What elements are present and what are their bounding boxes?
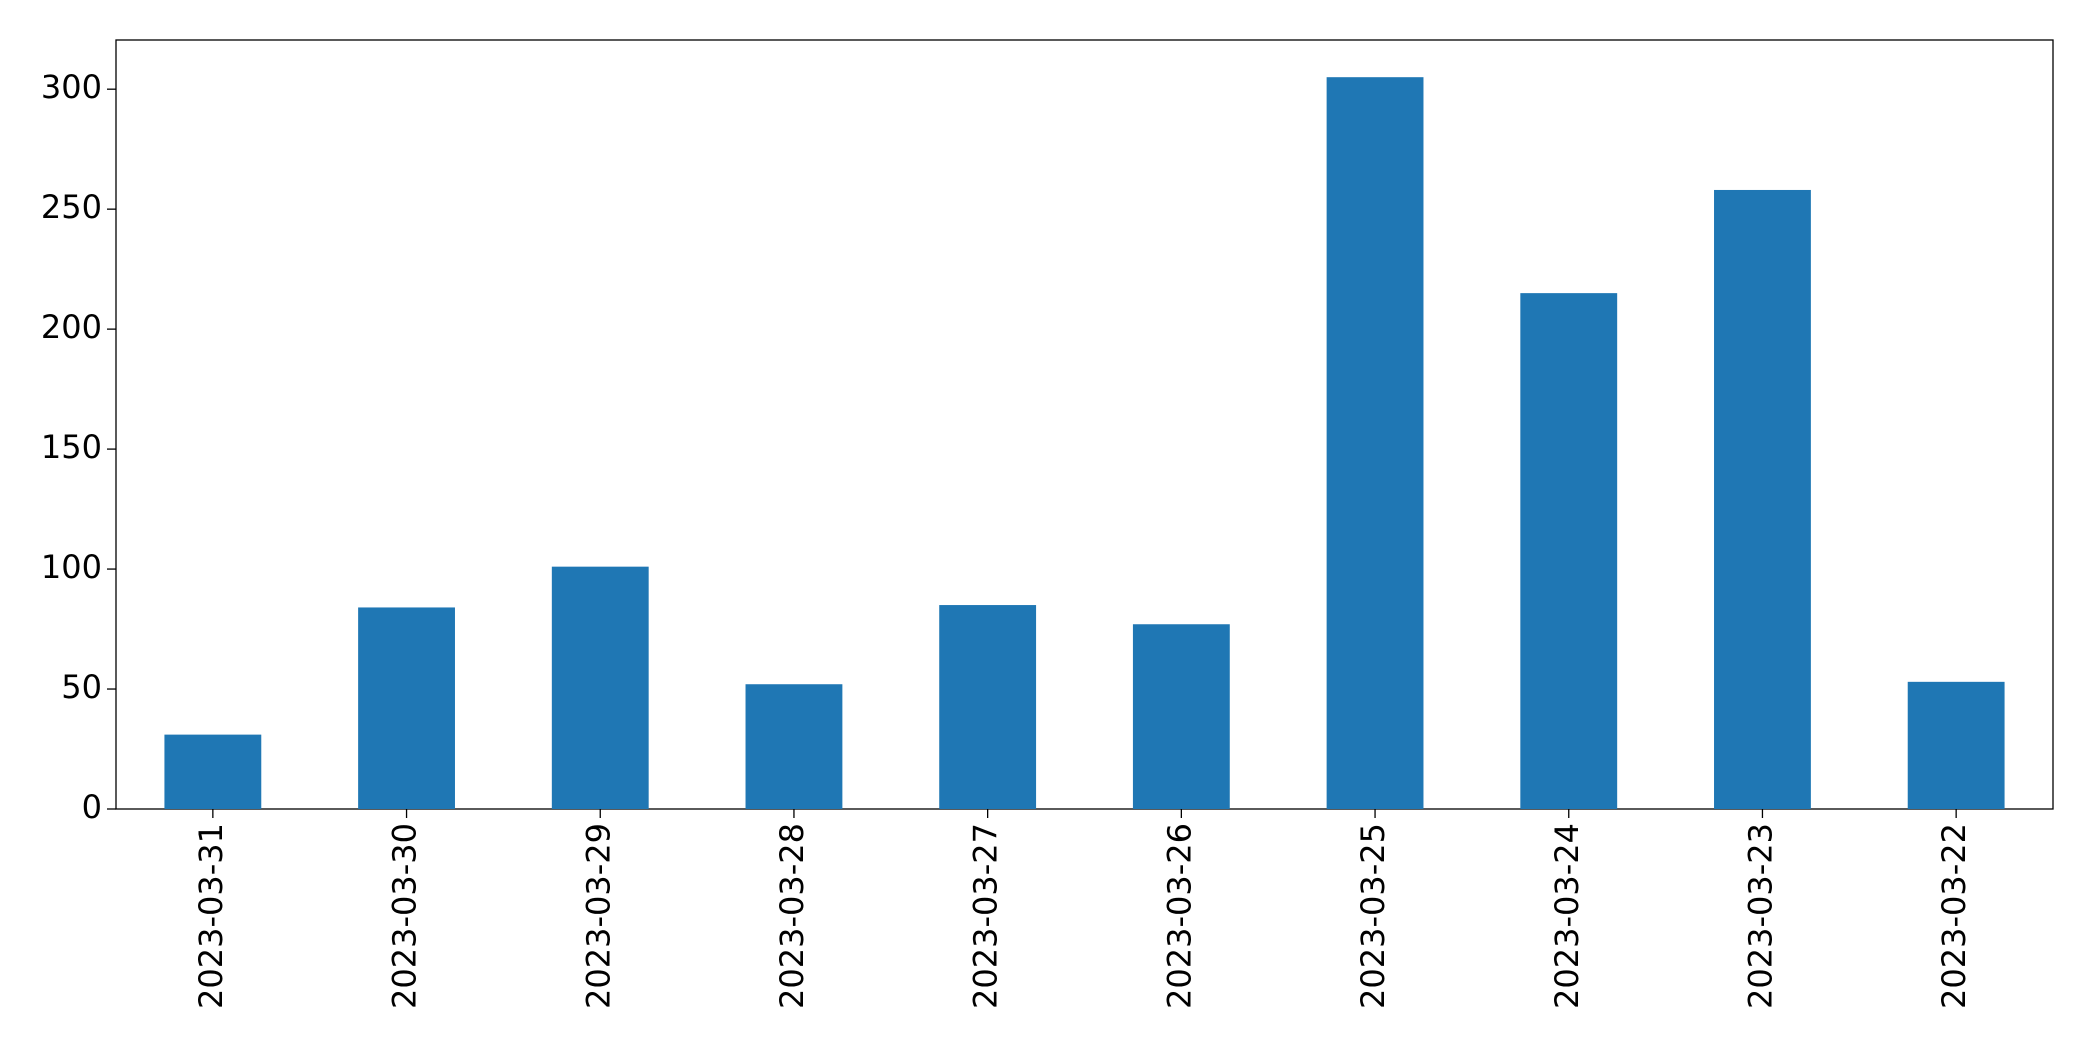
- y-tick-label: 100: [41, 548, 102, 586]
- bar: [1132, 624, 1230, 809]
- x-tick-label: 2023-03-25: [1354, 823, 1392, 1009]
- x-tick-label: 2023-03-30: [386, 823, 424, 1009]
- y-tick-label: 150: [41, 428, 102, 466]
- bar: [745, 684, 843, 809]
- y-tick-label: 50: [61, 668, 102, 706]
- bar: [1520, 293, 1618, 809]
- bar: [164, 734, 262, 809]
- axes-frame: [115, 39, 2054, 810]
- x-tick-label: 2023-03-28: [773, 823, 811, 1009]
- x-tick-label: 2023-03-31: [192, 823, 230, 1009]
- bar: [358, 607, 455, 809]
- x-tick-label: 2023-03-29: [579, 823, 617, 1009]
- y-tick-label: 300: [41, 68, 102, 106]
- bar: [551, 566, 649, 809]
- x-tick-label: 2023-03-23: [1741, 823, 1779, 1009]
- x-tick-label: 2023-03-27: [967, 823, 1005, 1009]
- bar: [1907, 681, 2005, 809]
- y-tick-label: 0: [82, 788, 102, 826]
- x-tick-label: 2023-03-22: [1935, 823, 1973, 1009]
- y-tick-label: 200: [41, 308, 102, 346]
- x-tick-label: 2023-03-24: [1548, 823, 1586, 1009]
- x-tick-label: 2023-03-26: [1160, 823, 1198, 1009]
- y-tick-label: 250: [41, 188, 102, 226]
- bar: [1714, 189, 1811, 809]
- bar: [1326, 77, 1424, 810]
- bar: [939, 605, 1037, 809]
